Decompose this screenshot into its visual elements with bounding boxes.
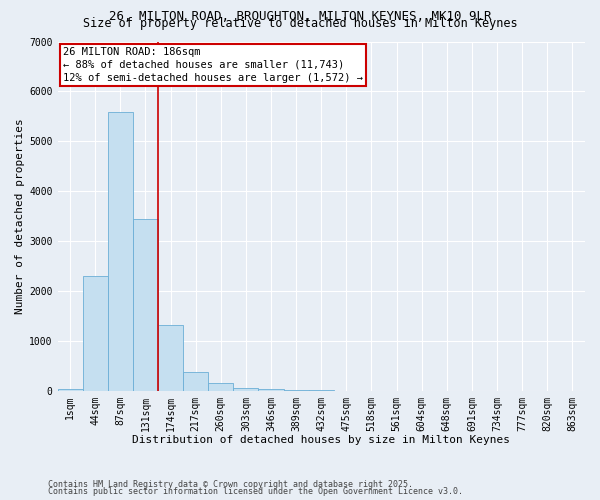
X-axis label: Distribution of detached houses by size in Milton Keynes: Distribution of detached houses by size … (132, 435, 510, 445)
Bar (183, 372, 208, 390)
Bar (233, 388, 259, 390)
Bar (259, 389, 284, 390)
Bar (133, 218, 158, 390)
Bar (158, 325, 183, 390)
Text: Contains public sector information licensed under the Open Government Licence v3: Contains public sector information licen… (48, 488, 463, 496)
Bar (58, 389, 83, 390)
Text: Contains HM Land Registry data © Crown copyright and database right 2025.: Contains HM Land Registry data © Crown c… (48, 480, 413, 489)
Text: 26, MILTON ROAD, BROUGHTON, MILTON KEYNES, MK10 9LR: 26, MILTON ROAD, BROUGHTON, MILTON KEYNE… (109, 10, 491, 23)
Text: 26 MILTON ROAD: 186sqm
← 88% of detached houses are smaller (11,743)
12% of semi: 26 MILTON ROAD: 186sqm ← 88% of detached… (63, 46, 363, 83)
Bar (83, 276, 108, 390)
Text: Size of property relative to detached houses in Milton Keynes: Size of property relative to detached ho… (83, 18, 517, 30)
Bar (208, 382, 233, 390)
Y-axis label: Number of detached properties: Number of detached properties (15, 118, 25, 314)
Bar (108, 112, 133, 390)
